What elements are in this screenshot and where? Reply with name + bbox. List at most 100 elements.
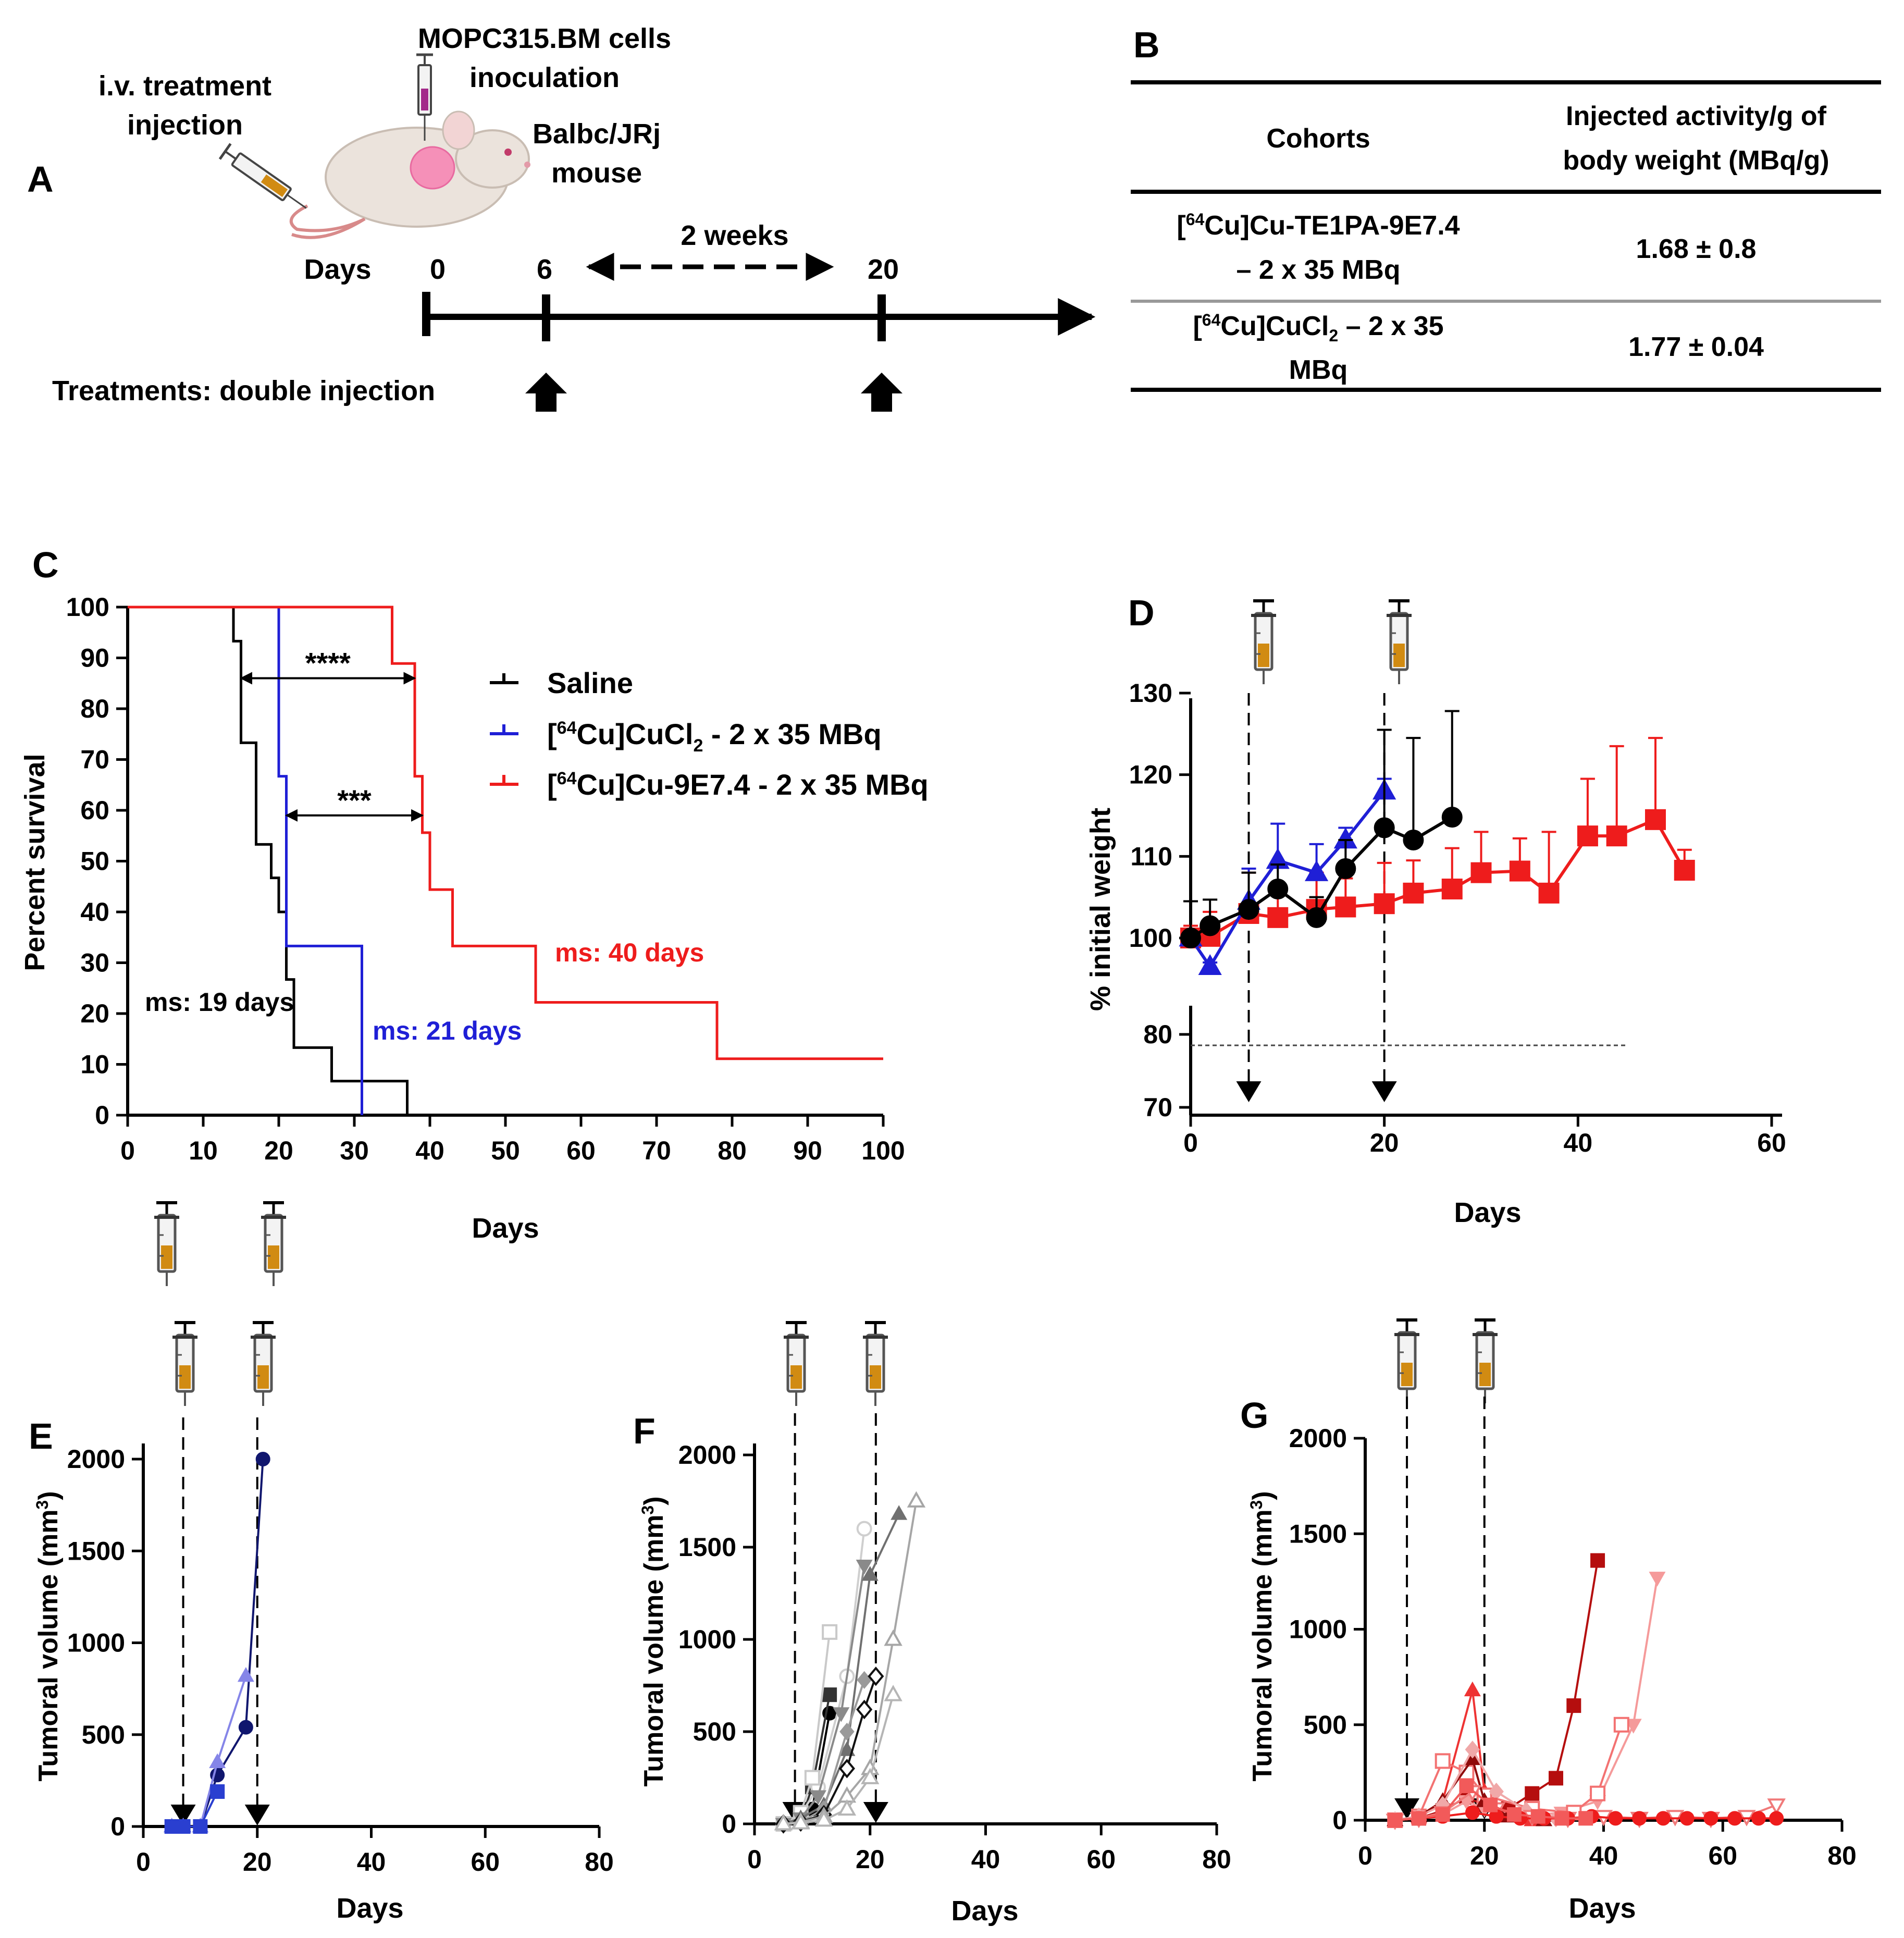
g-point xyxy=(1727,1811,1742,1826)
g-point xyxy=(1608,1811,1623,1826)
f-point xyxy=(837,1799,857,1816)
panel-d: D 0 20 40 60 70 80 100 110 120 130 % initial weig… xyxy=(1085,592,1786,1228)
d-point xyxy=(1238,899,1259,920)
table-header-activity-2: body weight (MBq/g) xyxy=(1563,145,1829,176)
f-point xyxy=(822,1687,837,1702)
c-xtick-label: 70 xyxy=(642,1136,671,1165)
panel-letter-d: D xyxy=(1128,592,1155,633)
g-series-line-1 xyxy=(1395,1560,1599,1821)
g-point xyxy=(1625,1719,1642,1734)
c-legend-cu9e74: [64Cu]Cu-9E7.4 - 2 x 35 MBq xyxy=(547,768,929,801)
c-ms-cucl2: ms: 21 days xyxy=(373,1016,522,1045)
syringe-icon xyxy=(1387,601,1412,684)
d-point xyxy=(1645,809,1666,830)
g-point xyxy=(1506,1807,1522,1822)
g-series-line-3 xyxy=(1395,1577,1659,1821)
panel-letter-c: C xyxy=(32,545,59,585)
g-xtick-label: 80 xyxy=(1827,1841,1857,1870)
g-injection-arrow xyxy=(1394,1798,1420,1819)
c-ytick-label: 70 xyxy=(80,745,109,774)
f-point xyxy=(861,1566,879,1581)
e-point xyxy=(238,1720,253,1735)
g-point xyxy=(1388,1813,1403,1828)
d-xtick-label: 40 xyxy=(1564,1128,1593,1157)
day-20-label: 20 xyxy=(868,254,899,285)
d-point xyxy=(1606,825,1627,847)
e-axis-ticks: 0 20 40 60 80 0 500 1000 1500 2000 xyxy=(67,1445,614,1877)
syringe-icon xyxy=(172,1323,197,1406)
d-series-line-3 xyxy=(1190,818,1686,940)
g-point xyxy=(1613,1717,1629,1733)
d-point xyxy=(1180,928,1201,948)
panel-b: B Cohorts Injected activity/g of body we… xyxy=(1131,24,1881,392)
iv-treatment-label: i.v. treatment xyxy=(98,70,271,102)
g-point xyxy=(1411,1811,1426,1826)
d-ytick-label: 110 xyxy=(1130,842,1172,871)
f-series-line-6 xyxy=(783,1513,900,1825)
g-xlabel: Days xyxy=(1568,1893,1636,1924)
g-point xyxy=(1590,1553,1605,1568)
g-point xyxy=(1464,1681,1481,1697)
g-xtick-label: 40 xyxy=(1589,1841,1618,1870)
d-ytick-label: 70 xyxy=(1143,1093,1172,1122)
g-point xyxy=(1632,1811,1647,1826)
panel-letter-f: F xyxy=(633,1411,656,1451)
c-xtick-label: 80 xyxy=(718,1136,747,1165)
c-ytick-label: 30 xyxy=(80,948,109,978)
d-point xyxy=(1674,859,1695,881)
c-series-line-1 xyxy=(128,606,409,1115)
e-point xyxy=(237,1667,254,1682)
e-ytick-label: 1000 xyxy=(67,1628,125,1658)
syringe-icon xyxy=(1394,1320,1419,1403)
mouse-label: Balbc/JRj xyxy=(533,118,661,150)
d-point xyxy=(1267,879,1289,899)
g-ytick-label: 1000 xyxy=(1289,1615,1347,1644)
e-xtick-label: 40 xyxy=(357,1847,386,1877)
panel-f: F 0 20 40 60 80 0 500 1000 1500 2000 Tumoral volu… xyxy=(633,1323,1231,1927)
g-point xyxy=(1655,1811,1671,1826)
interval-label: 2 weeks xyxy=(681,220,788,251)
d-point xyxy=(1306,907,1327,928)
f-point xyxy=(791,1813,810,1830)
d-point xyxy=(1509,860,1530,882)
d-point xyxy=(1335,858,1356,879)
f-point xyxy=(839,1722,855,1741)
c-sig2-text: *** xyxy=(337,784,372,817)
syringe-icon xyxy=(1473,1320,1498,1403)
c-legend-saline: Saline xyxy=(547,666,633,699)
syringe-icon xyxy=(154,1203,179,1286)
panel-a: A i.v. treatment injection MOPC315.BM ce… xyxy=(27,23,1096,412)
table-row2-cohort-2: MBq xyxy=(1289,355,1348,385)
g-point xyxy=(1465,1805,1480,1820)
table-row1-cohort: [64Cu]Cu-TE1PA-9E7.4 xyxy=(1177,210,1460,241)
c-ytick-label: 80 xyxy=(80,694,109,723)
f-series-line-4 xyxy=(783,1632,831,1825)
g-point xyxy=(1751,1811,1766,1826)
f-injection-arrow xyxy=(863,1802,888,1823)
g-point xyxy=(1649,1572,1666,1587)
cells-label-2: inoculation xyxy=(469,62,620,93)
syringe-icon xyxy=(1251,601,1276,684)
g-point xyxy=(1578,1811,1593,1826)
f-point xyxy=(868,1667,884,1686)
g-point xyxy=(1435,1753,1451,1769)
d-point xyxy=(1403,882,1424,904)
e-ytick-label: 1500 xyxy=(67,1536,125,1565)
d-ytick-label: 100 xyxy=(1129,923,1172,953)
f-ytick-label: 0 xyxy=(722,1809,736,1838)
f-ytick-label: 1000 xyxy=(678,1625,736,1654)
f-point xyxy=(861,1768,880,1784)
d-xlabel: Days xyxy=(1454,1197,1521,1228)
table-row2-cohort: [64Cu]CuCl2 – 2 x 35 xyxy=(1193,311,1443,345)
f-xtick-label: 0 xyxy=(747,1845,762,1874)
d-ytick-label: 130 xyxy=(1129,678,1172,708)
d-point xyxy=(1374,817,1395,838)
e-series-group xyxy=(163,1452,270,1834)
d-point xyxy=(1200,915,1221,936)
syringe-icon xyxy=(863,1323,888,1406)
f-point xyxy=(774,1813,793,1831)
d-point xyxy=(1470,862,1492,883)
f-xtick-label: 40 xyxy=(971,1845,1000,1874)
c-xtick-label: 50 xyxy=(491,1136,520,1165)
